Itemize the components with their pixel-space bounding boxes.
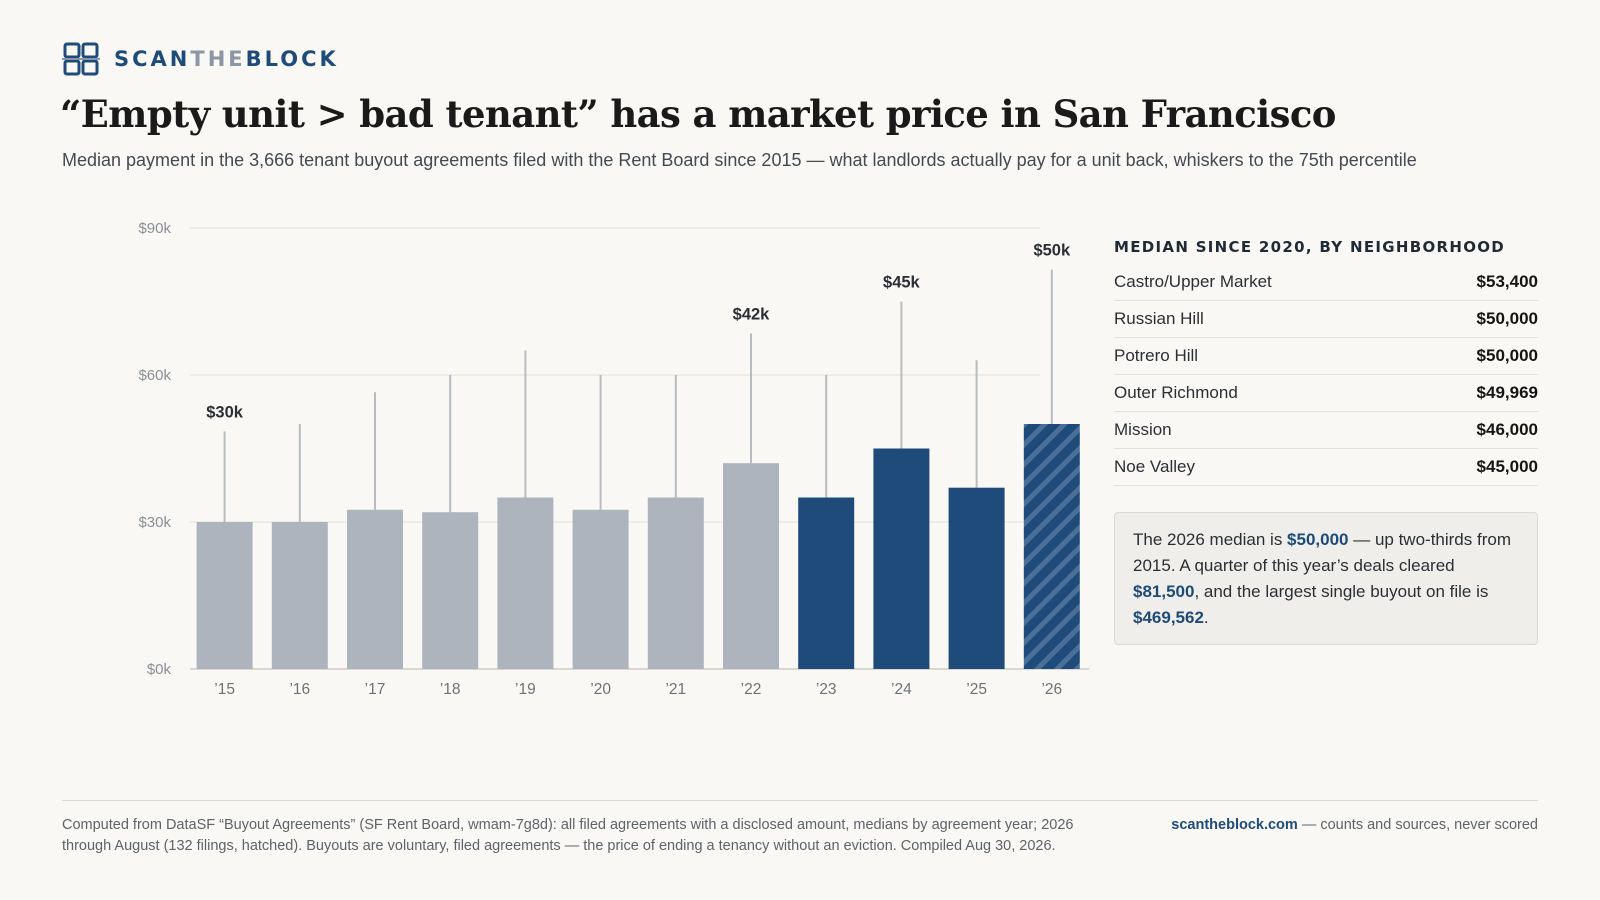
brand-name: SCAN THE BLOCK [114,47,339,71]
x-tick-label: ’22 [741,681,762,698]
bar [1023,424,1080,669]
x-tick-label: ’20 [590,681,611,698]
neighborhood-name: Outer Richmond [1114,383,1238,402]
footer-tagline: — counts and sources, never scored [1297,817,1538,833]
neighborhood-value: $53,400 [1476,272,1538,291]
x-tick-label: ’25 [966,681,987,698]
bar [497,497,554,669]
page-title: “Empty unit > bad tenant” has a market p… [60,92,1336,136]
neighborhood-heading: MEDIAN SINCE 2020, BY NEIGHBORHOOD [1114,238,1506,256]
neighborhood-name: Castro/Upper Market [1114,272,1272,291]
neighborhood-row: Potrero Hill $50,000 [1114,338,1538,375]
footer-divider [62,800,1538,801]
callout-median-value: $50,000 [1287,530,1349,549]
x-tick-label: ’21 [665,681,686,698]
neighborhood-value: $46,000 [1476,420,1538,439]
x-tick-label: ’15 [214,681,235,698]
neighborhood-name: Potrero Hill [1114,346,1199,365]
neighborhood-panel: MEDIAN SINCE 2020, BY NEIGHBORHOOD Castr… [1114,238,1538,486]
neighborhood-value: $49,969 [1476,383,1538,402]
bar [572,509,629,669]
y-tick-label: $90k [138,220,171,237]
data-label: $42k [733,305,771,323]
brand-name-part-3: BLOCK [245,47,339,71]
y-tick-label: $60k [138,367,171,384]
y-tick-label: $30k [138,514,171,531]
page-subtitle: Median payment in the 3,666 tenant buyou… [62,150,1417,170]
neighborhood-row: Russian Hill $50,000 [1114,301,1538,338]
summary-callout: The 2026 median is $50,000 — up two-thir… [1114,512,1538,645]
bar [347,509,403,669]
neighborhood-name: Mission [1114,420,1172,439]
neighborhood-row: Outer Richmond $49,969 [1114,375,1538,412]
bar [647,497,704,669]
neighborhood-name: Russian Hill [1114,309,1204,328]
brand: SCAN THE BLOCK [62,42,339,76]
neighborhood-row: Noe Valley $45,000 [1114,449,1538,486]
neighborhood-value: $50,000 [1476,346,1538,365]
bar-chart: $0k $30k $60k $90k ’15 $30k ’16 ’17 ’18 ’19 ’20 ’21… [138,220,1090,698]
x-tick-label: ’26 [1041,681,1062,698]
bar [422,512,479,669]
callout-text: The 2026 median is [1133,530,1288,549]
data-label: $50k [1033,242,1071,260]
data-label: $30k [206,403,244,421]
brand-name-part-1: SCAN [114,47,191,71]
neighborhood-row: Mission $46,000 [1114,412,1538,449]
bar [948,487,1005,669]
x-tick-label: ’24 [891,681,912,698]
neighborhood-row: Castro/Upper Market $53,400 [1114,264,1538,301]
callout-text: , and the largest single buyout on file … [1194,582,1489,601]
footer-credit: scantheblock.com — counts and sources, n… [1171,815,1538,836]
bar [196,522,253,669]
x-tick-label: ’19 [515,681,536,698]
x-tick-label: ’23 [816,681,837,698]
bar [723,463,779,669]
data-label: $45k [883,274,921,292]
callout-text: — up two-thirds from 2015. A quarter of … [1133,530,1511,575]
source-footnote: Computed from DataSF “Buyout Agreements”… [62,817,1074,854]
callout-max-value: $469,562 [1133,608,1204,627]
neighborhood-name: Noe Valley [1114,457,1195,476]
brand-name-part-2: THE [190,47,246,71]
callout-text: . [1203,608,1209,627]
bar [798,497,855,669]
x-tick-label: ’18 [440,681,461,698]
x-tick-label: ’17 [365,681,386,698]
neighborhood-value: $50,000 [1476,309,1538,328]
y-tick-label: $0k [147,661,172,678]
grid-logo-icon [62,42,100,76]
x-tick-label: ’16 [289,681,310,698]
bar [271,522,328,669]
site-link[interactable]: scantheblock.com [1171,817,1298,833]
neighborhood-value: $45,000 [1476,457,1538,476]
callout-p75-value: $81,500 [1133,582,1195,601]
bar [873,448,930,669]
